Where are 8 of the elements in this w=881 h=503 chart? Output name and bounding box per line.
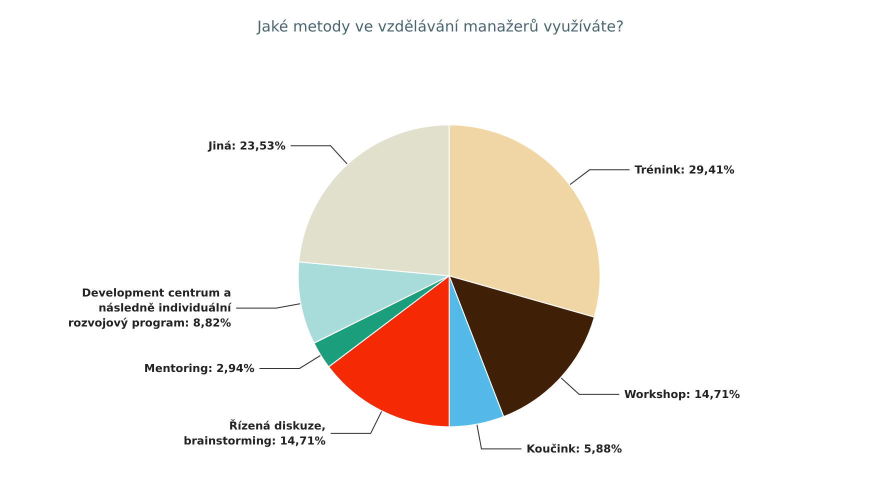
chart-title: Jaké metody ve vzdělávání manažerů využíváte?	[256, 18, 624, 36]
slice-label: Mentoring: 2,94%	[144, 362, 255, 375]
slice-label: Workshop: 14,71%	[624, 388, 740, 401]
slice-label: Development centrum a následně individuální rozvojový program: 8,82%	[68, 286, 232, 330]
slice-label: Trénink: 29,41%	[634, 163, 735, 176]
slice-label: Koučink: 5,88%	[526, 442, 622, 456]
slice-label: Řízená diskuze, brainstorming: 14,71%	[184, 418, 326, 448]
slice-label: Jiná: 23,53%	[207, 139, 286, 152]
